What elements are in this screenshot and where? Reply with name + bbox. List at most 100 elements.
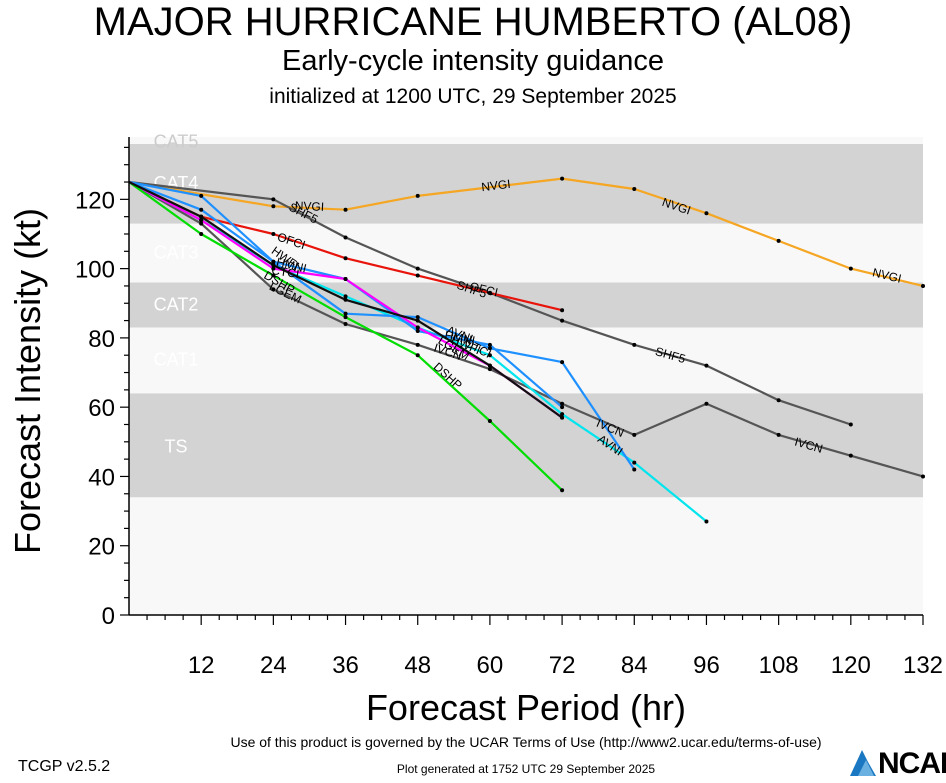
point-ivcn: [415, 342, 420, 347]
x-tick-label: 132: [903, 652, 943, 679]
point-shf5: [560, 318, 565, 323]
point-shf5: [415, 266, 420, 271]
point-avni: [343, 294, 348, 299]
point-nvgi: [776, 238, 781, 243]
point-lgem: [560, 415, 565, 420]
point-dshp: [487, 419, 492, 424]
chart-title: MAJOR HURRICANE HUMBERTO (AL08): [93, 0, 853, 44]
band-label-cat5: CAT5: [154, 131, 199, 151]
point-shf5: [632, 342, 637, 347]
band-cat1: [129, 327, 923, 394]
point-ivcn: [560, 401, 565, 406]
point-avni: [560, 412, 565, 417]
ncar-logo-text: NCAR: [878, 747, 946, 780]
series-line-hwfi: [128, 180, 636, 471]
x-tick-label: 36: [332, 652, 359, 679]
x-tick-label: 48: [404, 652, 431, 679]
point-lgem: [199, 214, 204, 219]
x-tick-label: 108: [759, 652, 799, 679]
point-nvgi: [271, 204, 276, 209]
y-tick-label: 80: [88, 326, 115, 353]
band-label-cat2: CAT2: [154, 294, 199, 314]
point-avni: [632, 460, 637, 465]
band-cat2: [129, 282, 923, 328]
point-ivcn: [704, 401, 709, 406]
point-hmni: [487, 342, 492, 347]
y-tick-label: 40: [88, 464, 115, 491]
point-nvgi: [704, 211, 709, 216]
point-ivcn: [921, 474, 925, 479]
series-label-hmni: HMNI: [275, 255, 308, 276]
point-ivcn: [848, 453, 853, 458]
y-tick-label: 0: [102, 603, 115, 630]
point-hwfi: [487, 346, 492, 351]
point-nvgi: [632, 186, 637, 191]
point-shf5: [848, 422, 853, 427]
point-hwfi: [343, 311, 348, 316]
chart-subtitle: Early-cycle intensity guidance: [281, 45, 664, 77]
point-shf5: [343, 235, 348, 240]
series-points: [199, 176, 925, 524]
point-ivcn: [199, 221, 204, 226]
point-hwfi: [415, 315, 420, 320]
point-ivcn: [487, 367, 492, 372]
version-label: TCGP v2.5.2: [18, 758, 111, 775]
x-tick-label: 60: [477, 652, 504, 679]
point-hmni: [271, 259, 276, 264]
point-dshp: [271, 273, 276, 278]
point-dshp: [343, 315, 348, 320]
series-label-hmni: HMNI: [443, 328, 476, 348]
point-ctci: [271, 266, 276, 271]
band-label-ts: TS: [164, 436, 187, 456]
point-dshp: [199, 231, 204, 236]
point-nvgi: [921, 283, 925, 288]
point-nvgi: [848, 266, 853, 271]
point-ivcn: [271, 287, 276, 292]
y-axis-label: Forecast Intensity (kt): [7, 208, 48, 554]
y-tick-label: 120: [75, 187, 115, 214]
category-bands: [129, 137, 923, 615]
series-label-nvgi: NVGI: [871, 265, 903, 285]
point-shf5: [776, 398, 781, 403]
point-hwfi: [632, 467, 637, 472]
point-ofci: [271, 231, 276, 236]
point-lgem: [415, 318, 420, 323]
x-tick-label: 120: [831, 652, 871, 679]
point-dshp: [560, 488, 565, 493]
point-nvgi: [343, 207, 348, 212]
point-ctci: [199, 218, 204, 223]
ncar-mark-icon: [850, 750, 876, 776]
point-lgem: [271, 263, 276, 268]
series-label-ofci: OFCI: [468, 279, 499, 299]
x-tick-label: 24: [260, 652, 287, 679]
series-line-shf5: [128, 180, 852, 426]
y-tick-label: 100: [75, 257, 115, 284]
point-lgem: [343, 297, 348, 302]
point-avni: [487, 353, 492, 358]
band-cat5: [129, 137, 923, 144]
x-tick-label: 72: [549, 652, 576, 679]
point-ivcn: [632, 432, 637, 437]
series-label-nvgi: NVGI: [481, 177, 512, 194]
point-avni: [704, 519, 709, 524]
x-tick-label: 96: [693, 652, 720, 679]
series-line-nvgi: [128, 177, 924, 287]
point-ivcn: [776, 432, 781, 437]
point-ctci: [343, 277, 348, 282]
point-ofci: [415, 273, 420, 278]
point-ofci: [487, 290, 492, 295]
terms-of-use-text: Use of this product is governed by the U…: [230, 734, 822, 750]
point-shf5: [704, 363, 709, 368]
series-label-ctci: CTCI: [271, 263, 301, 281]
ncar-logo: NCAR: [848, 744, 946, 780]
point-ofci: [560, 308, 565, 313]
point-lgem: [487, 363, 492, 368]
x-axis-label: Forecast Period (hr): [366, 687, 686, 728]
band-cat3: [129, 223, 923, 283]
point-ivcn: [343, 322, 348, 327]
series-label-nvgi: NVGI: [294, 199, 324, 214]
point-nvgi: [560, 176, 565, 181]
band-ts: [129, 393, 923, 498]
point-shf5: [271, 197, 276, 202]
